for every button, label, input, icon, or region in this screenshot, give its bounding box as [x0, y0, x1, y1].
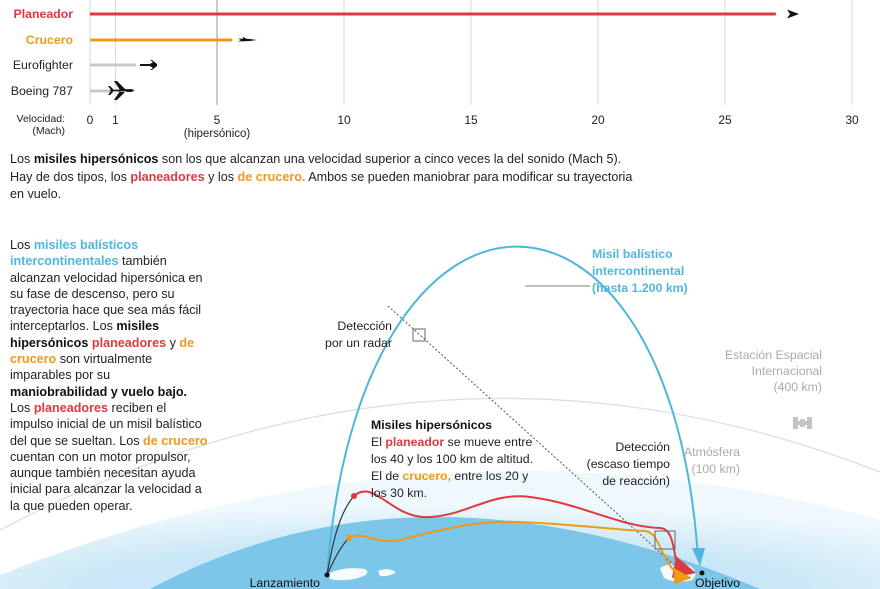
late-detection-label-line2: (escaso tiempo	[587, 457, 671, 471]
icbm-label-line3: (hasta 1.200 km)	[592, 281, 688, 295]
category-label-eurofighter: Eurofighter	[13, 58, 73, 72]
hypersonic-line4: los 30 km.	[371, 486, 427, 500]
glider-trajectory	[353, 490, 677, 561]
bars	[90, 12, 776, 93]
late-detection-label-line3: de reacción)	[602, 474, 670, 488]
tick-label-0: 0	[87, 113, 94, 127]
radar-detection-box	[412, 328, 426, 342]
atmosphere-label-line1: Atmósfera	[684, 445, 740, 459]
cruise-trajectory	[348, 520, 679, 575]
tick-label-25: 25	[718, 113, 732, 127]
intro-paragraph: Los misiles hipersónicos son los que alc…	[10, 152, 633, 201]
icbm-arrowhead	[692, 548, 705, 566]
late-detection-box	[654, 530, 676, 550]
icbm-label-line1: Misil balístico	[592, 247, 673, 261]
launch-landmass	[330, 568, 396, 581]
radar-label-line2: por un radar	[325, 336, 392, 350]
glider-boost	[326, 495, 355, 576]
fighter-jet-icon	[140, 60, 157, 70]
trajectory-diagram: Misil balístico intercontinental (hasta …	[0, 245, 880, 589]
late-detection-label-line1: Detección	[615, 440, 670, 454]
iss-orbit	[0, 397, 880, 531]
glider-arrow-icon	[787, 9, 799, 19]
cruise-arrowhead	[674, 568, 692, 584]
icbm-label-line2: intercontinental	[592, 264, 684, 278]
tick-label-15: 15	[464, 113, 478, 127]
speed-chart: Planeador Crucero Eurofighter Boeing 787 0 1…	[11, 0, 859, 140]
hypersonic-line3: El de crucero, entre los 20 y	[371, 469, 529, 483]
iss-label-line2: Internacional	[752, 364, 822, 378]
tick-label-20: 20	[591, 113, 605, 127]
hypersonic-line2: los 40 y los 100 km de altitud.	[371, 452, 533, 466]
earth-ocean	[150, 517, 760, 589]
radar-label-line1: Detección	[337, 319, 392, 333]
side-paragraph: Los misiles balísticos intercontinentale…	[10, 238, 208, 513]
target-label: Objetivo	[695, 576, 740, 589]
tick-labels: 0 1 5 10 15 20 25 30	[87, 113, 859, 127]
target-point	[699, 570, 705, 576]
hypersonic-label: (hipersónico)	[184, 128, 251, 140]
launch-point	[324, 572, 330, 578]
category-label-crucero: Crucero	[26, 33, 74, 47]
cruise-missile-icon	[238, 37, 257, 42]
launch-label: Lanzamiento	[250, 576, 321, 589]
airliner-icon	[108, 81, 134, 100]
tick-label-10: 10	[337, 113, 351, 127]
cruise-boost	[326, 537, 350, 576]
icbm-trajectory	[326, 245, 699, 576]
iss-icon	[793, 417, 812, 429]
iss-label-line1: Estación Espacial	[725, 348, 822, 362]
category-label-boeing-787: Boeing 787	[11, 84, 73, 98]
glider-release-point	[351, 493, 357, 499]
bar-boeing-787	[90, 89, 112, 93]
bar-crucero	[90, 38, 233, 42]
xlabel-line1: Velocidad:	[17, 113, 65, 125]
category-label-planeador: Planeador	[14, 7, 74, 21]
iss-label-line3: (400 km)	[773, 380, 822, 394]
bar-eurofighter	[90, 63, 136, 67]
tick-label-1: 1	[112, 113, 119, 127]
xlabel-line2: (Mach)	[32, 125, 65, 137]
tick-label-30: 30	[845, 113, 859, 127]
atmosphere-label-line2: (100 km)	[691, 462, 740, 476]
hypersonic-line1: El planeador se mueve entre	[371, 435, 532, 449]
hypersonic-title: Misiles hipersónicos	[371, 418, 492, 432]
tick-label-5: 5	[214, 113, 221, 127]
bar-planeador	[90, 12, 776, 16]
cruise-release-point	[346, 535, 352, 541]
grid-lines	[89, 0, 853, 105]
category-labels: Planeador Crucero Eurofighter Boeing 787	[11, 7, 74, 98]
